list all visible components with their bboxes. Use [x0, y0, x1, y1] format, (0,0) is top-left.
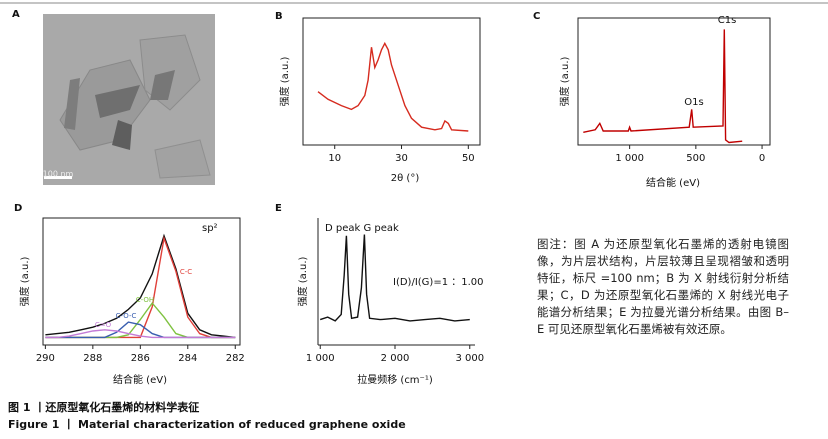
plot-frame	[302, 17, 481, 146]
x-tick-label: 284	[178, 353, 197, 364]
data-line	[317, 41, 469, 132]
figure-note: 图注：图 A 为还原型氧化石墨烯的透射电镜图像，为片层状结构，片层较薄且呈现褶皱…	[537, 237, 789, 336]
tem-image: 100 nm	[43, 14, 215, 185]
panel-label: B	[275, 11, 283, 22]
panel-label: E	[275, 203, 282, 214]
plot-frame	[42, 217, 241, 346]
x-tick-label: 282	[226, 353, 245, 364]
y-axis-label: 强度 (a.u.)	[278, 57, 291, 107]
x-tick-label: 30	[395, 153, 408, 164]
data-line	[45, 233, 236, 339]
data-line	[45, 329, 236, 339]
series-label: C-OH	[136, 296, 154, 304]
x-axis-label: 结合能 (eV)	[113, 373, 167, 386]
series-label: C-C	[180, 268, 192, 276]
x-tick-label: 286	[131, 353, 150, 364]
data-line	[319, 234, 470, 322]
panel-label: C	[533, 11, 540, 22]
y-axis-label: 强度 (a.u.)	[296, 257, 309, 307]
annotation: I(D)/I(G)=1 ：1.00	[393, 277, 484, 288]
series-label: C-O-C	[116, 312, 137, 320]
series-label: C=O	[95, 321, 112, 329]
x-tick-label: 290	[36, 353, 55, 364]
x-axis-label: 结合能 (eV)	[646, 176, 700, 189]
x-tick-label: 3 000	[455, 353, 484, 364]
plot-frame	[577, 17, 771, 146]
annotation: O1s	[684, 97, 703, 108]
x-tick-label: 288	[83, 353, 102, 364]
x-tick-label: 1 000	[306, 353, 335, 364]
caption-cn: 图 1 丨还原型氧化石墨烯的材料学表征	[8, 401, 200, 414]
data-line	[45, 235, 236, 339]
data-line	[583, 29, 743, 144]
scale-bar-label: 100 nm	[43, 170, 74, 179]
x-tick-label: 2 000	[381, 353, 410, 364]
x-axis-label: 拉曼频移 (cm⁻¹)	[357, 373, 433, 386]
x-axis-label: 2θ (°)	[391, 173, 420, 184]
panel-label: D	[14, 203, 22, 214]
annotation: C1s	[718, 15, 737, 26]
annotation: sp²	[202, 223, 218, 234]
x-tick-label: 10	[328, 153, 341, 164]
panel-label: A	[12, 9, 20, 20]
caption-en: Figure 1 丨 Material characterization of …	[8, 418, 406, 431]
y-axis-label: 强度 (a.u.)	[18, 257, 31, 307]
x-tick-label: 0	[759, 153, 765, 164]
x-tick-label: 50	[462, 153, 475, 164]
y-axis-label: 强度 (a.u.)	[558, 57, 571, 107]
annotation: D peak G peak	[325, 223, 399, 234]
x-tick-label: 1 000	[615, 153, 644, 164]
x-tick-label: 500	[686, 153, 705, 164]
